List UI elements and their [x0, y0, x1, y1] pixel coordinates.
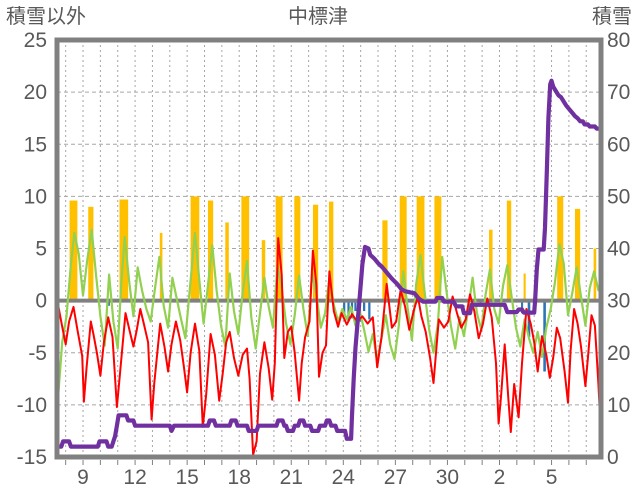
orange-bars-bar [434, 196, 442, 301]
left-axis-tick-label: 0 [35, 290, 47, 313]
orange-bars-bar [225, 222, 229, 301]
left-axis-title: 積雪以外 [6, 6, 86, 28]
purple-line [55, 78, 604, 449]
red-line [56, 237, 602, 456]
blue-bars-bar [108, 300, 110, 306]
x-axis-tick-label: 27 [384, 466, 407, 489]
chart-title: 中標津 [288, 6, 348, 28]
left-axis-tick-label: 25 [24, 29, 47, 52]
blue-bars-bar [363, 300, 366, 312]
orange-bars-bar [574, 208, 581, 301]
x-axis-tick-label: 2 [494, 466, 506, 489]
left-axis-tick-label: 5 [35, 238, 47, 261]
right-axis-tick-label: 70 [607, 81, 630, 104]
blue-bars-bar [521, 300, 524, 314]
x-axis-tick-label: 18 [228, 466, 251, 489]
orange-bars-bar [241, 196, 250, 301]
left-axis-tick-label: -5 [28, 342, 47, 365]
orange-bars-bar [329, 201, 334, 301]
left-axis-tick-label: -15 [17, 446, 47, 469]
orange-bars-bar [207, 200, 214, 301]
x-axis-tick-label: 15 [175, 466, 198, 489]
left-axis-tick-label: -10 [17, 394, 47, 417]
right-axis-tick-label: 80 [607, 29, 630, 52]
right-axis-tick-label: 10 [607, 394, 630, 417]
right-axis-tick-label: 0 [607, 446, 619, 469]
orange-bars-bar [312, 204, 319, 301]
orange-bars-bar [261, 240, 266, 301]
right-axis-tick-label: 30 [607, 290, 630, 313]
orange-bars-bar [382, 220, 388, 301]
left-axis-tick-label: 15 [24, 133, 47, 156]
orange-bars-bar [506, 200, 512, 301]
orange-bars-bar [294, 196, 301, 301]
blue-bars-bar [354, 300, 357, 312]
x-axis-tick-label: 30 [436, 466, 459, 489]
left-axis-tick-label: 20 [24, 81, 47, 104]
right-axis-tick-label: 50 [607, 185, 630, 208]
right-axis-tick-label: 20 [607, 342, 630, 365]
right-axis-tick-label: 40 [607, 238, 630, 261]
x-axis-tick-label: 21 [280, 466, 303, 489]
orange-bars-bar [399, 196, 407, 301]
blue-bars-bar [368, 300, 371, 320]
orange-bars-bar [489, 229, 493, 301]
x-axis-tick-label: 12 [123, 466, 146, 489]
left-axis-tick-label: 10 [24, 185, 47, 208]
orange-bars-bar [416, 196, 425, 301]
x-axis-tick-label: 24 [332, 466, 356, 489]
orange-bars-bar [88, 206, 94, 301]
right-axis-title: 積雪 [592, 6, 632, 28]
x-axis-tick-label: 9 [77, 466, 89, 489]
right-axis-tick-label: 60 [607, 133, 630, 156]
x-axis-tick-label: 5 [546, 466, 558, 489]
blue-bars-bar [343, 300, 346, 314]
plot-border [54, 37, 604, 460]
orange-bars-bar [523, 273, 526, 301]
orange-bars-bar [190, 196, 200, 301]
